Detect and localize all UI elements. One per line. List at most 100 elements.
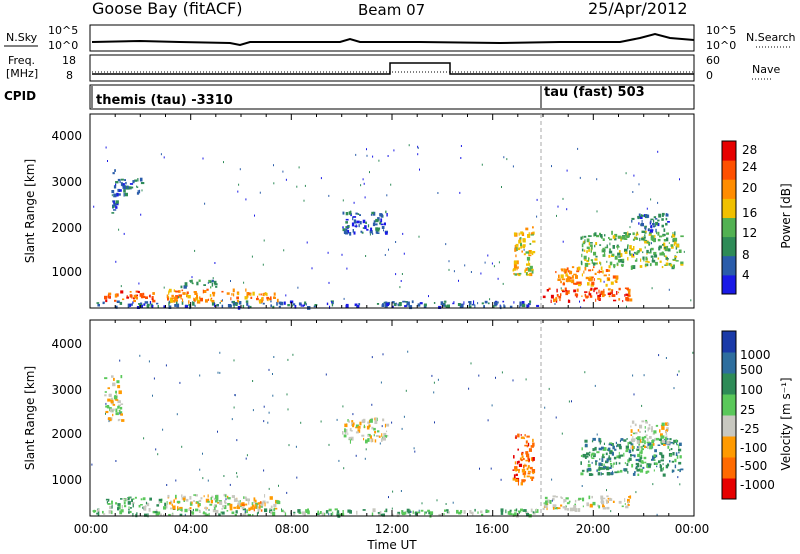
- heatmap-cell: [578, 281, 582, 286]
- heatmap-cell: [618, 287, 621, 291]
- heatmap-cell: [359, 221, 362, 225]
- heatmap-speckle: [612, 470, 613, 473]
- heatmap-cell: [590, 259, 594, 261]
- heatmap-speckle: [448, 268, 450, 271]
- heatmap-cell: [130, 507, 132, 509]
- heatmap-cell: [627, 245, 629, 250]
- colorbar-frame: [721, 330, 737, 500]
- heatmap-cell: [158, 498, 162, 502]
- heatmap-cell: [208, 512, 210, 517]
- heatmap-cell: [528, 232, 530, 236]
- heatmap-cell: [354, 222, 357, 224]
- heatmap-cell: [535, 508, 537, 512]
- time-tick-2000: 20:00: [576, 522, 611, 536]
- heatmap-cell: [630, 446, 632, 450]
- power-ytick-1000: 1000: [51, 265, 82, 279]
- velocity-panel-frame: [89, 319, 695, 517]
- heatmap-cell: [667, 423, 670, 425]
- heatmap-speckle: [243, 281, 245, 284]
- heatmap-cell: [402, 300, 406, 303]
- heatmap-cell: [180, 507, 183, 511]
- heatmap-cell: [366, 228, 369, 231]
- heatmap-speckle: [245, 198, 247, 201]
- heatmap-speckle: [662, 463, 664, 466]
- heatmap-cell: [644, 263, 648, 266]
- heatmap-cell: [107, 294, 110, 297]
- heatmap-cell: [585, 295, 589, 298]
- heatmap-cell: [363, 424, 365, 429]
- beam-title: Beam 07: [358, 1, 425, 19]
- heatmap-cell: [522, 303, 526, 308]
- heatmap-cell: [254, 499, 257, 503]
- heatmap-cell: [182, 292, 186, 295]
- heatmap-cell: [251, 502, 253, 506]
- heatmap-cell: [627, 459, 630, 463]
- heatmap-cell: [116, 203, 119, 206]
- heatmap-cell: [438, 513, 441, 516]
- heatmap-cell: [382, 418, 385, 422]
- time-tick-0800: 08:00: [275, 522, 310, 536]
- heatmap-cell: [362, 227, 364, 229]
- heatmap-cell: [350, 430, 353, 432]
- heatmap-cell: [397, 511, 401, 515]
- heatmap-cell: [457, 303, 461, 306]
- heatmap-cell: [587, 463, 591, 468]
- heatmap-cell: [167, 494, 170, 498]
- heatmap-cell: [260, 509, 263, 512]
- heatmap-cell: [596, 262, 598, 265]
- heatmap-speckle: [651, 242, 652, 245]
- heatmap-speckle: [497, 277, 499, 280]
- heatmap-cell: [104, 377, 108, 380]
- heatmap-speckle: [490, 467, 492, 470]
- heatmap-cell: [520, 458, 523, 462]
- heatmap-cell: [330, 300, 334, 302]
- heatmap-cell: [350, 428, 352, 431]
- heatmap-cell: [386, 213, 388, 217]
- heatmap-cell: [525, 267, 528, 271]
- heatmap-cell: [373, 220, 377, 223]
- heatmap-cell: [666, 245, 669, 250]
- heatmap-cell: [127, 303, 130, 308]
- heatmap-cell: [573, 273, 577, 276]
- heatmap-cell: [638, 446, 642, 449]
- heatmap-cell: [627, 244, 629, 247]
- heatmap-cell: [671, 246, 674, 249]
- cpid-entry-0: themis (tau) -3310: [96, 93, 233, 108]
- heatmap-cell: [613, 299, 617, 302]
- heatmap-cell: [411, 300, 414, 304]
- heatmap-cell: [580, 461, 582, 465]
- heatmap-cell: [145, 501, 148, 505]
- heatmap-cell: [444, 304, 447, 307]
- heatmap-cell: [589, 244, 593, 247]
- heatmap-cell: [231, 293, 233, 296]
- heatmap-cell: [191, 511, 193, 514]
- heatmap-cell: [627, 501, 629, 504]
- heatmap-cell: [120, 498, 123, 500]
- heatmap-cell: [137, 290, 140, 293]
- heatmap-cell: [117, 400, 121, 404]
- heatmap-cell: [127, 501, 131, 505]
- heatmap-cell: [676, 251, 679, 254]
- heatmap-cell: [630, 443, 634, 446]
- heatmap-cell: [152, 299, 156, 303]
- heatmap-cell: [221, 290, 224, 293]
- heatmap-speckle: [214, 262, 216, 264]
- heatmap-cell: [653, 459, 656, 461]
- heatmap-cell: [621, 261, 625, 264]
- heatmap-cell: [519, 301, 522, 306]
- heatmap-cell: [470, 511, 474, 515]
- heatmap-cell: [239, 505, 242, 508]
- heatmap-speckle: [388, 248, 389, 251]
- heatmap-cell: [648, 465, 649, 467]
- heatmap-cell: [183, 499, 186, 502]
- heatmap-cell: [605, 283, 608, 287]
- heatmap-cell: [627, 504, 630, 506]
- heatmap-cell: [342, 510, 344, 514]
- heatmap-speckle: [286, 393, 288, 396]
- heatmap-cell: [608, 237, 610, 239]
- heatmap-cell: [656, 231, 658, 235]
- heatmap-cell: [512, 268, 517, 271]
- heatmap-cell: [126, 296, 129, 299]
- heatmap-cell: [129, 510, 132, 514]
- heatmap-cell: [488, 302, 490, 305]
